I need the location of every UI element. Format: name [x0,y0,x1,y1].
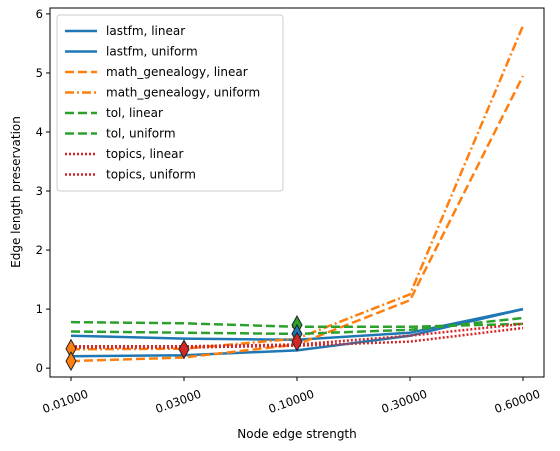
marker-layer [65,314,303,372]
diamond-marker [291,331,303,352]
y-tick-label: 3 [36,184,43,198]
legend-label: lastfm, linear [106,24,185,38]
legend-label: tol, uniform [106,127,176,141]
y-tick-label: 5 [36,66,43,80]
y-tick-label: 1 [36,302,43,316]
legend-label: topics, uniform [106,168,196,182]
series-line [71,322,524,348]
y-axis-label: Edge length preservation [9,116,23,268]
x-tick-label: 0.03000 [154,387,203,416]
x-tick-label: 0.01000 [41,387,90,416]
y-tick-label: 6 [36,7,43,21]
diamond-marker [178,339,190,360]
x-tick-label: 0.10000 [267,387,316,416]
x-axis: 0.01000 0.03000 0.10000 0.30000 0.60000 [41,377,542,416]
legend-label: math_genealogy, linear [106,65,248,79]
x-axis-label: Node edge strength [237,427,357,441]
legend-label: topics, linear [106,147,183,161]
series-line [71,326,524,349]
y-tick-label: 4 [36,125,43,139]
legend-label: math_genealogy, uniform [106,86,260,100]
y-tick-label: 2 [36,243,43,257]
y-axis: 0 1 2 3 4 5 6 [36,7,50,375]
legend-box [56,14,284,192]
diamond-marker [65,351,77,372]
x-tick-label: 0.60000 [493,387,542,416]
legend: lastfm, linear lastfm, uniform math_geneal… [56,14,284,192]
x-tick-label: 0.30000 [380,387,429,416]
legend-label: lastfm, uniform [106,45,198,59]
legend-label: tol, linear [106,106,163,120]
y-tick-label: 0 [36,361,43,375]
